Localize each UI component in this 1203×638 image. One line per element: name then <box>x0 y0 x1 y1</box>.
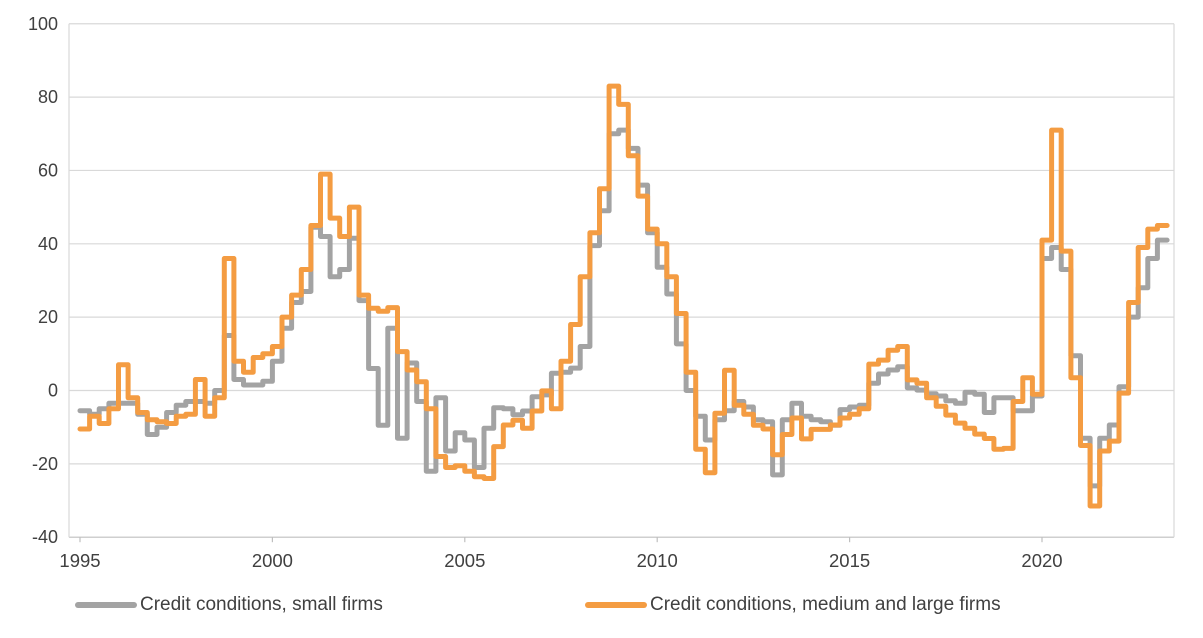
y-axis-tick-label: -20 <box>32 454 58 474</box>
legend-label-medium-large-firms: Credit conditions, medium and large firm… <box>650 594 1001 615</box>
x-axis-tick-label: 2005 <box>444 550 485 571</box>
y-axis-tick-label: 60 <box>38 160 58 180</box>
y-axis-tick-label: 100 <box>28 14 58 34</box>
legend-swatch-small-firms-icon <box>75 602 137 608</box>
legend-item-medium-large-firms: Credit conditions, medium and large firm… <box>585 588 1001 622</box>
y-axis-tick-label: 20 <box>38 307 58 327</box>
x-axis-tick-label: 2020 <box>1021 550 1062 571</box>
x-axis-tick-label: 1995 <box>59 550 100 571</box>
legend-item-small-firms: Credit conditions, small firms <box>75 588 383 622</box>
x-axis-tick-label: 2000 <box>252 550 293 571</box>
y-axis-tick-label: -40 <box>32 527 58 547</box>
legend-swatch-medium-large-firms-icon <box>585 602 647 608</box>
x-axis-tick-label: 2010 <box>637 550 678 571</box>
x-axis-tick-label: 2015 <box>829 550 870 571</box>
series-line <box>77 83 1170 509</box>
chart-legend: Credit conditions, small firms Credit co… <box>0 588 1203 628</box>
y-axis-tick-label: 80 <box>38 87 58 107</box>
series-line <box>77 127 1170 489</box>
y-axis-tick-label: 40 <box>38 234 58 254</box>
legend-label-small-firms: Credit conditions, small firms <box>140 594 383 615</box>
y-axis-tick-label: 0 <box>48 381 58 401</box>
